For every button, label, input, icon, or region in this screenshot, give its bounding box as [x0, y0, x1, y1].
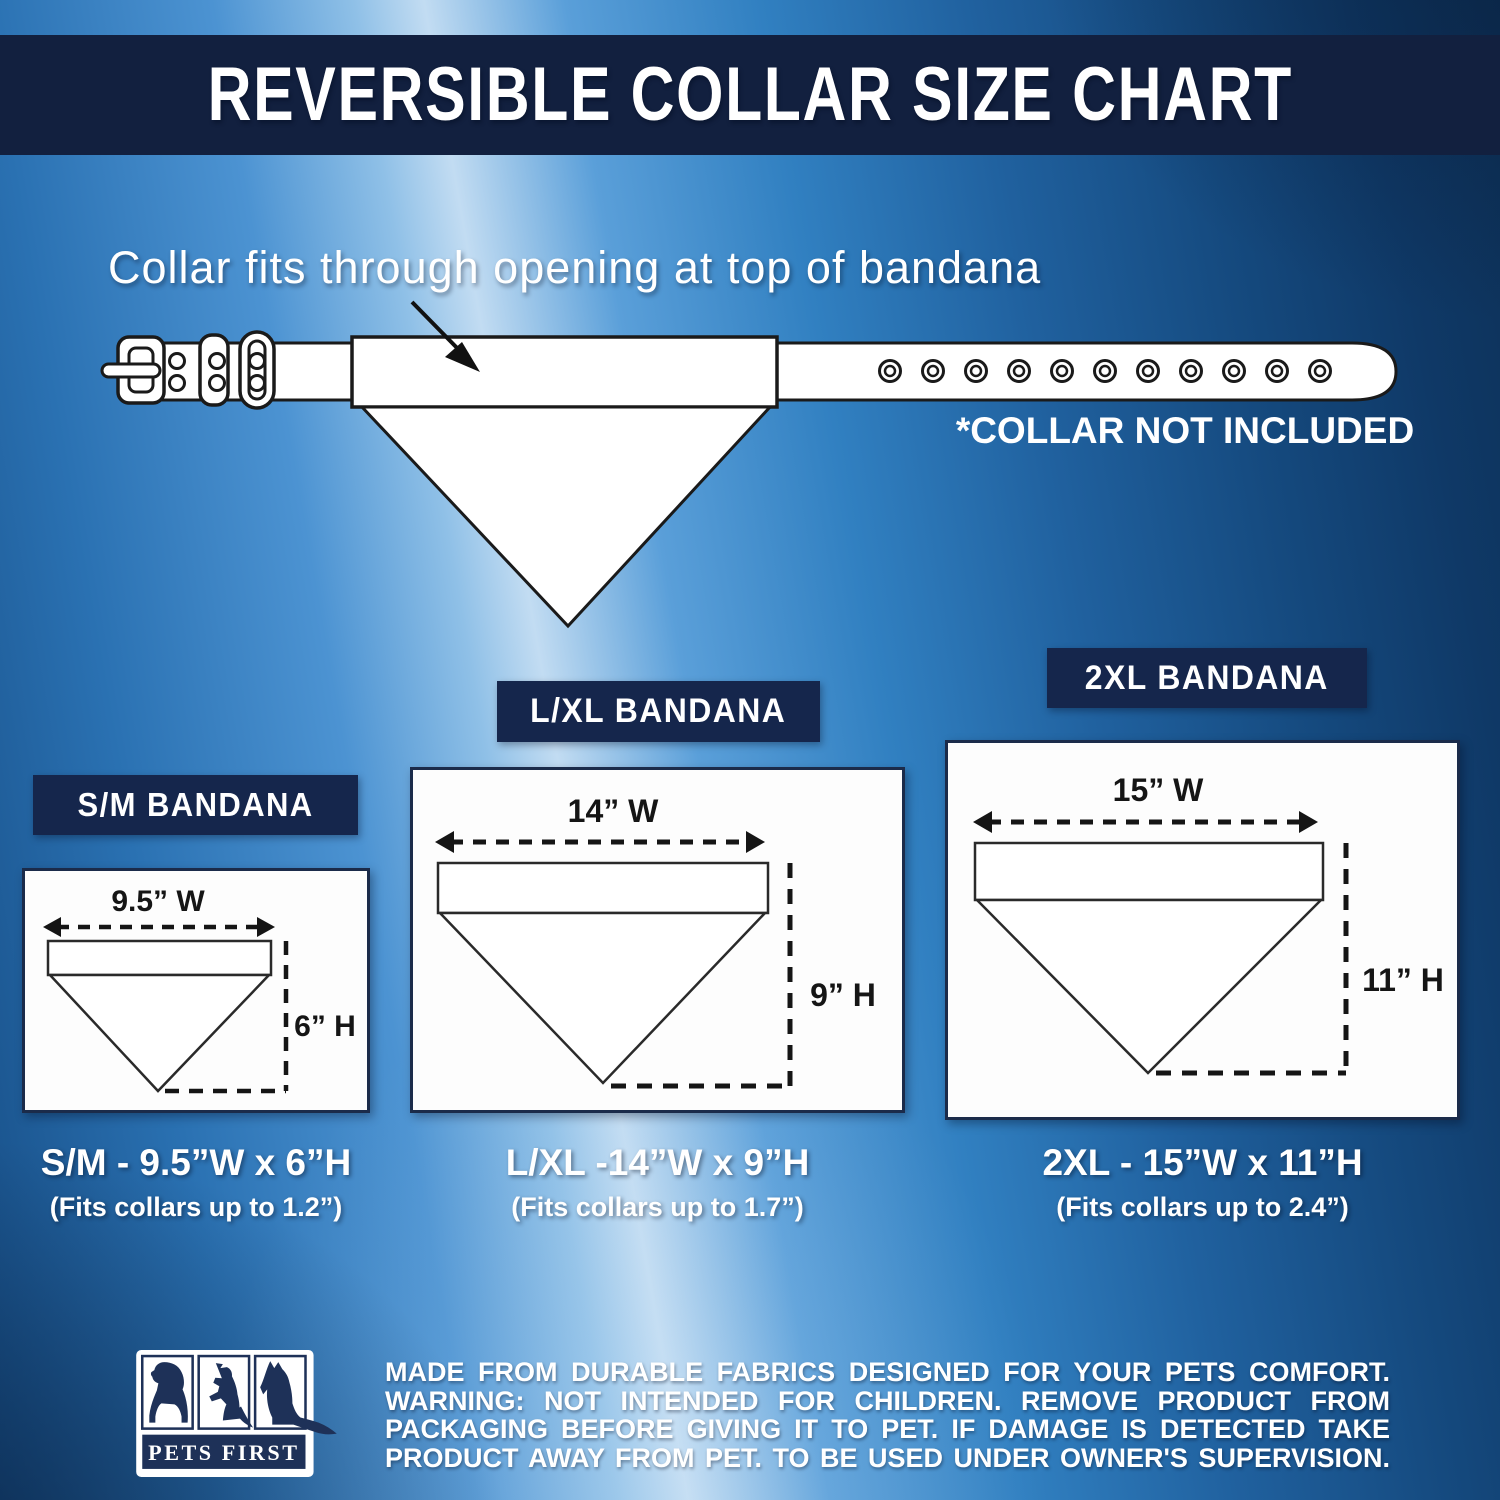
height-label-2xl: 11” H	[1362, 962, 1444, 998]
size-line-lxl: L/XL -14”W x 9”H	[505, 1142, 810, 1183]
panel-label-2xl-text: 2XL BANDANA	[1084, 659, 1329, 697]
height-label-sm: 6” H	[294, 1010, 356, 1043]
size-line-sm: S/M - 9.5”W x 6”H	[40, 1142, 352, 1183]
fit-line-lxl: (Fits collars up to 1.7”)	[511, 1192, 804, 1222]
width-arrow-2xl	[973, 811, 1318, 833]
height-label-lxl: 9” H	[810, 977, 876, 1013]
width-label-2xl: 15” W	[1113, 772, 1204, 808]
panel-label-2xl: 2XL BANDANA	[1047, 648, 1367, 708]
height-line-2xl	[1156, 843, 1349, 1076]
triangle-outline-sm	[47, 973, 272, 1093]
collar-keeper-loop	[198, 333, 230, 407]
triangle-outline-lxl	[437, 911, 768, 1085]
width-arrow-lxl	[435, 831, 765, 853]
size-line-2xl: 2XL - 15”W x 11”H	[1042, 1142, 1363, 1183]
collar-buckle-prong	[100, 362, 162, 379]
warning-line: WARNING: NOT INTENDED FOR CHILDREN. REMO…	[385, 1385, 1390, 1416]
size-diagram-sm: 9.5” W 6” H	[22, 868, 370, 1113]
size-diagram-2xl: 15” W 11” H	[945, 740, 1460, 1120]
height-line-lxl	[611, 863, 793, 1089]
dog-silhouette-shepherd-icon	[260, 1361, 337, 1435]
bandana-sleeve	[350, 335, 779, 409]
bandana-triangle	[358, 405, 774, 629]
size-diagram-lxl: 14” W 9” H	[410, 767, 905, 1113]
triangle-outline-2xl	[974, 898, 1325, 1075]
panel-label-lxl-text: L/XL BANDANA	[530, 692, 787, 730]
dog-tail-curl	[234, 1406, 254, 1428]
panel-label-lxl: L/XL BANDANA	[497, 681, 820, 742]
fit-line-sm: (Fits collars up to 1.2”)	[49, 1192, 343, 1222]
panel-label-sm-text: S/M BANDANA	[77, 786, 314, 823]
warning-text: MADE FROM DURABLE FABRICS DESIGNED FOR Y…	[385, 1358, 1390, 1472]
strap-holes	[168, 352, 266, 392]
dog-silhouette-begging-icon	[209, 1363, 242, 1421]
brand-name: PETS FIRST	[148, 1440, 299, 1465]
pets-first-logo: PETS FIRST	[136, 1350, 337, 1477]
collar-caption: Collar fits through opening at top of ba…	[108, 242, 1042, 293]
header-band	[0, 35, 1500, 155]
width-label-lxl: 14” W	[568, 793, 659, 829]
collar-eyelets	[878, 359, 1332, 383]
band-outline-lxl	[436, 861, 770, 915]
logo-name-band	[142, 1434, 306, 1469]
page-title: REVERSIBLE COLLAR SIZE CHART	[0, 35, 1500, 155]
band-outline-2xl	[973, 841, 1325, 902]
warning-line: PRODUCT AWAY FROM PET. TO BE USED UNDER …	[385, 1442, 1390, 1473]
pointer-arrow-icon	[410, 300, 480, 372]
width-label-sm: 9.5” W	[111, 885, 205, 918]
band-outline-sm	[46, 939, 273, 977]
height-line-sm	[165, 941, 289, 1094]
panel-label-sm: S/M BANDANA	[33, 775, 358, 835]
width-arrow-sm	[43, 917, 275, 937]
warning-line: PACKAGING BEFORE GIVING IT TO PET. IF DA…	[385, 1414, 1390, 1444]
collar-bandana-illustration: *COLLAR NOT INCLUDED	[100, 300, 1414, 629]
page-title-text: REVERSIBLE COLLAR SIZE CHART	[207, 52, 1293, 137]
fit-line-2xl: (Fits collars up to 2.4”)	[1056, 1192, 1349, 1222]
dog-silhouette-sitting-icon	[149, 1362, 188, 1423]
warning-line: MADE FROM DURABLE FABRICS DESIGNED FOR Y…	[385, 1357, 1390, 1387]
collar-note: *COLLAR NOT INCLUDED	[956, 410, 1414, 451]
